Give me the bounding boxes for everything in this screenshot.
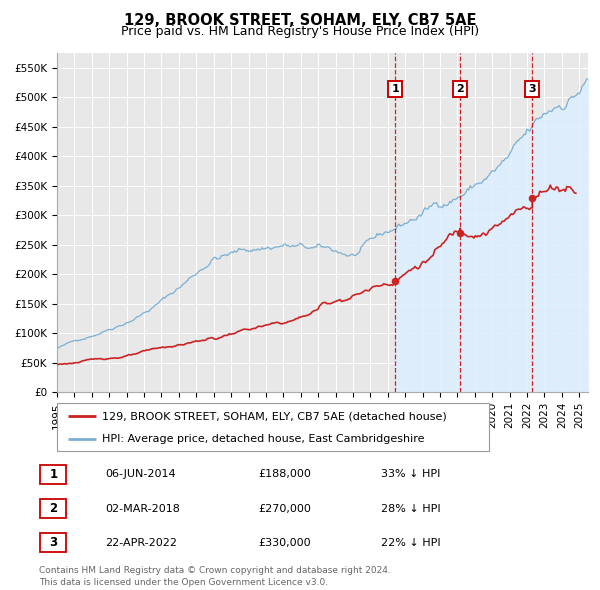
Text: 1: 1	[392, 84, 400, 94]
Text: £270,000: £270,000	[258, 504, 311, 513]
Text: 22% ↓ HPI: 22% ↓ HPI	[381, 538, 440, 548]
Text: 1: 1	[49, 468, 58, 481]
FancyBboxPatch shape	[40, 499, 67, 518]
Text: 02-MAR-2018: 02-MAR-2018	[105, 504, 180, 513]
Text: 28% ↓ HPI: 28% ↓ HPI	[381, 504, 440, 513]
Point	[455, 228, 465, 238]
FancyBboxPatch shape	[40, 533, 67, 552]
Point	[527, 193, 537, 202]
Text: 2: 2	[49, 502, 58, 515]
Text: Contains HM Land Registry data © Crown copyright and database right 2024.
This d: Contains HM Land Registry data © Crown c…	[39, 566, 391, 587]
Text: 06-JUN-2014: 06-JUN-2014	[105, 470, 176, 479]
Text: £188,000: £188,000	[258, 470, 311, 479]
Text: 129, BROOK STREET, SOHAM, ELY, CB7 5AE (detached house): 129, BROOK STREET, SOHAM, ELY, CB7 5AE (…	[103, 411, 447, 421]
Text: 129, BROOK STREET, SOHAM, ELY, CB7 5AE: 129, BROOK STREET, SOHAM, ELY, CB7 5AE	[124, 13, 476, 28]
FancyBboxPatch shape	[40, 465, 67, 484]
Text: 2: 2	[457, 84, 464, 94]
Text: Price paid vs. HM Land Registry's House Price Index (HPI): Price paid vs. HM Land Registry's House …	[121, 25, 479, 38]
Text: £330,000: £330,000	[258, 538, 311, 548]
Point	[391, 277, 400, 286]
Text: 33% ↓ HPI: 33% ↓ HPI	[381, 470, 440, 479]
Text: HPI: Average price, detached house, East Cambridgeshire: HPI: Average price, detached house, East…	[103, 434, 425, 444]
Text: 22-APR-2022: 22-APR-2022	[105, 538, 177, 548]
Text: 3: 3	[49, 536, 58, 549]
FancyBboxPatch shape	[57, 403, 489, 451]
Text: 3: 3	[529, 84, 536, 94]
